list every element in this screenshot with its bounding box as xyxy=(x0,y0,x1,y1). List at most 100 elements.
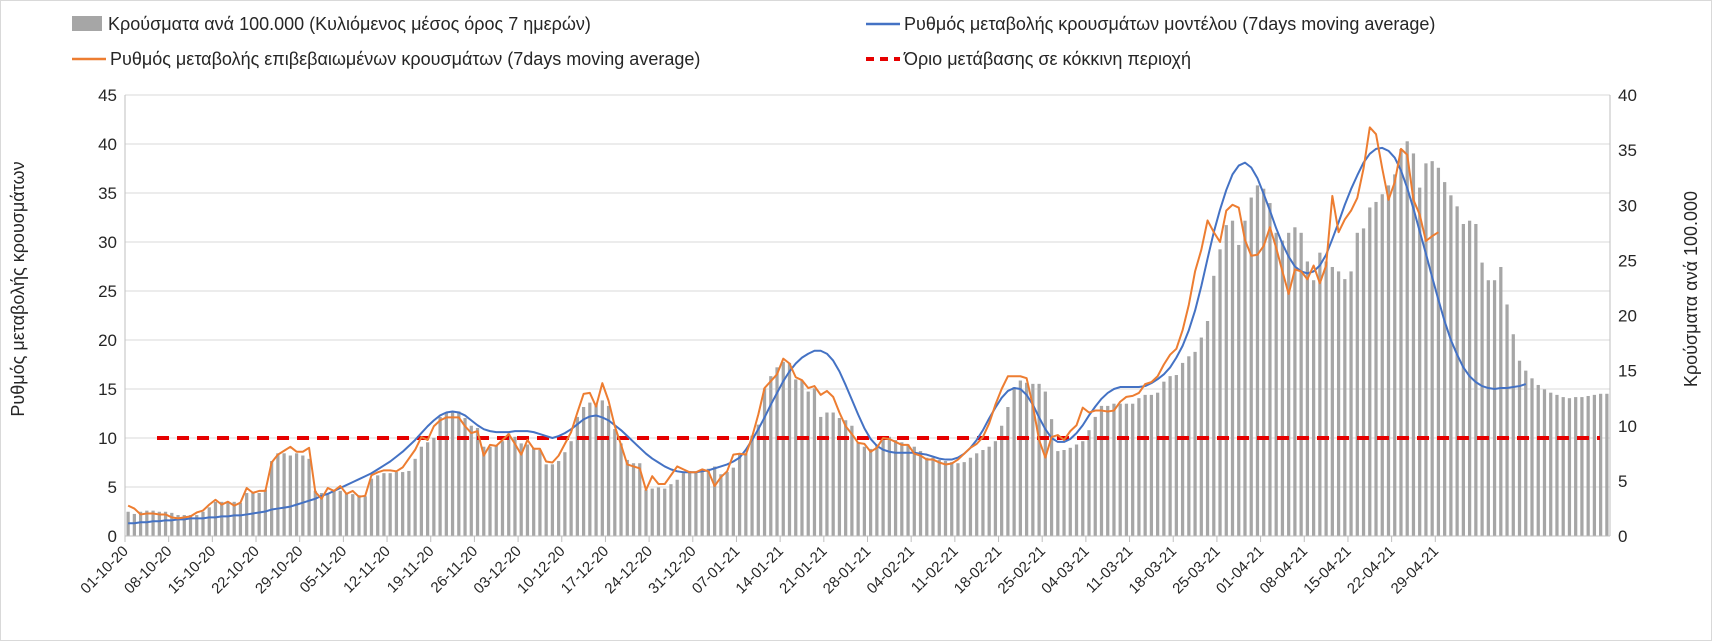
bar xyxy=(1461,223,1465,536)
bar xyxy=(625,459,629,536)
bar xyxy=(675,479,679,536)
bar xyxy=(638,463,642,536)
bar xyxy=(1099,405,1104,536)
bar xyxy=(195,515,199,536)
y-axis-right-title: Κρούσματα ανά 100.000 xyxy=(1681,191,1701,387)
bar xyxy=(1561,397,1565,536)
bar xyxy=(794,379,798,536)
bar xyxy=(1174,375,1178,536)
bar xyxy=(294,453,299,536)
bar xyxy=(975,453,979,536)
bar xyxy=(719,474,723,536)
bar xyxy=(962,462,966,536)
bar xyxy=(700,472,704,536)
bar xyxy=(488,446,492,536)
bar xyxy=(981,450,985,536)
bar xyxy=(706,468,711,536)
y-tick-right-label: 0 xyxy=(1618,527,1627,546)
bar xyxy=(987,446,991,536)
bar xyxy=(1131,403,1135,536)
x-tick-label: 04-03-21 xyxy=(1038,543,1092,597)
bar xyxy=(1000,425,1004,536)
bar xyxy=(631,463,636,536)
bar xyxy=(787,362,792,536)
bar xyxy=(993,441,998,536)
bar xyxy=(1449,195,1453,536)
x-tick-label: 04-02-21 xyxy=(864,543,918,597)
bar xyxy=(1031,383,1035,536)
y-tick-left-label: 30 xyxy=(98,233,117,252)
y-tick-left-label: 45 xyxy=(98,86,117,105)
bar xyxy=(613,429,617,536)
bar xyxy=(1243,220,1247,536)
bar xyxy=(157,511,161,536)
legend-bars-swatch xyxy=(72,16,102,31)
bar xyxy=(650,488,654,536)
y-tick-left-label: 15 xyxy=(98,380,117,399)
bar xyxy=(775,367,779,536)
bar xyxy=(1355,232,1359,536)
x-tick-label: 29-04-21 xyxy=(1388,543,1442,597)
bar xyxy=(532,447,536,536)
bar xyxy=(170,512,174,536)
bar xyxy=(1549,392,1553,536)
bar xyxy=(550,464,555,536)
bar xyxy=(619,443,623,536)
bar xyxy=(1287,232,1291,536)
bar xyxy=(482,446,486,536)
y-tick-left-label: 20 xyxy=(98,331,117,350)
bar xyxy=(656,487,661,536)
bar xyxy=(220,501,224,536)
bar xyxy=(1418,187,1422,537)
bar xyxy=(1424,163,1428,537)
bar xyxy=(1018,380,1022,536)
bar xyxy=(138,511,143,536)
bar xyxy=(1280,240,1285,536)
bar xyxy=(1274,232,1278,536)
bar xyxy=(332,490,336,536)
bar xyxy=(688,470,692,536)
bar xyxy=(1361,228,1366,536)
bar xyxy=(1293,227,1297,537)
bar xyxy=(762,388,767,536)
bar xyxy=(769,376,773,536)
bar xyxy=(288,455,292,536)
series-line-model-rate xyxy=(128,146,1527,525)
bar xyxy=(1443,182,1447,536)
bar xyxy=(663,488,667,536)
x-tick-label: 12-11-20 xyxy=(340,543,394,597)
bar xyxy=(1505,304,1509,536)
bar xyxy=(313,490,317,536)
bar xyxy=(1586,395,1590,536)
bar xyxy=(594,403,598,536)
y-axis-right-ticks: 0 5 10 15 20 25 30 35 40 xyxy=(1618,86,1637,546)
y-tick-left-label: 10 xyxy=(98,429,117,448)
bar xyxy=(407,470,411,536)
y-axis-left-title: Ρυθμός μεταβολής κρουσμάτων xyxy=(8,161,28,416)
bar xyxy=(469,425,473,536)
legend-bars-label: Κρούσματα ανά 100.000 (Κυλιόμενος μέσος … xyxy=(108,14,591,34)
bar xyxy=(725,472,729,536)
bar xyxy=(1106,405,1110,536)
bar xyxy=(694,472,698,536)
bar xyxy=(563,452,567,536)
bar xyxy=(1393,174,1397,536)
bar xyxy=(912,446,916,536)
bar xyxy=(457,411,461,536)
bar xyxy=(307,458,311,536)
bar xyxy=(819,416,823,536)
bar xyxy=(1237,244,1241,536)
bar xyxy=(1574,397,1578,536)
bar xyxy=(1343,279,1347,536)
bar xyxy=(357,495,361,536)
bar xyxy=(837,418,842,536)
bar xyxy=(413,458,417,536)
bar xyxy=(1524,370,1528,536)
bar xyxy=(1368,207,1372,536)
bar xyxy=(1599,393,1603,536)
bar xyxy=(432,437,436,536)
bar xyxy=(438,416,442,536)
y-tick-left-label: 35 xyxy=(98,184,117,203)
x-tick-label: 05-11-20 xyxy=(297,543,351,597)
bar xyxy=(1480,262,1484,536)
